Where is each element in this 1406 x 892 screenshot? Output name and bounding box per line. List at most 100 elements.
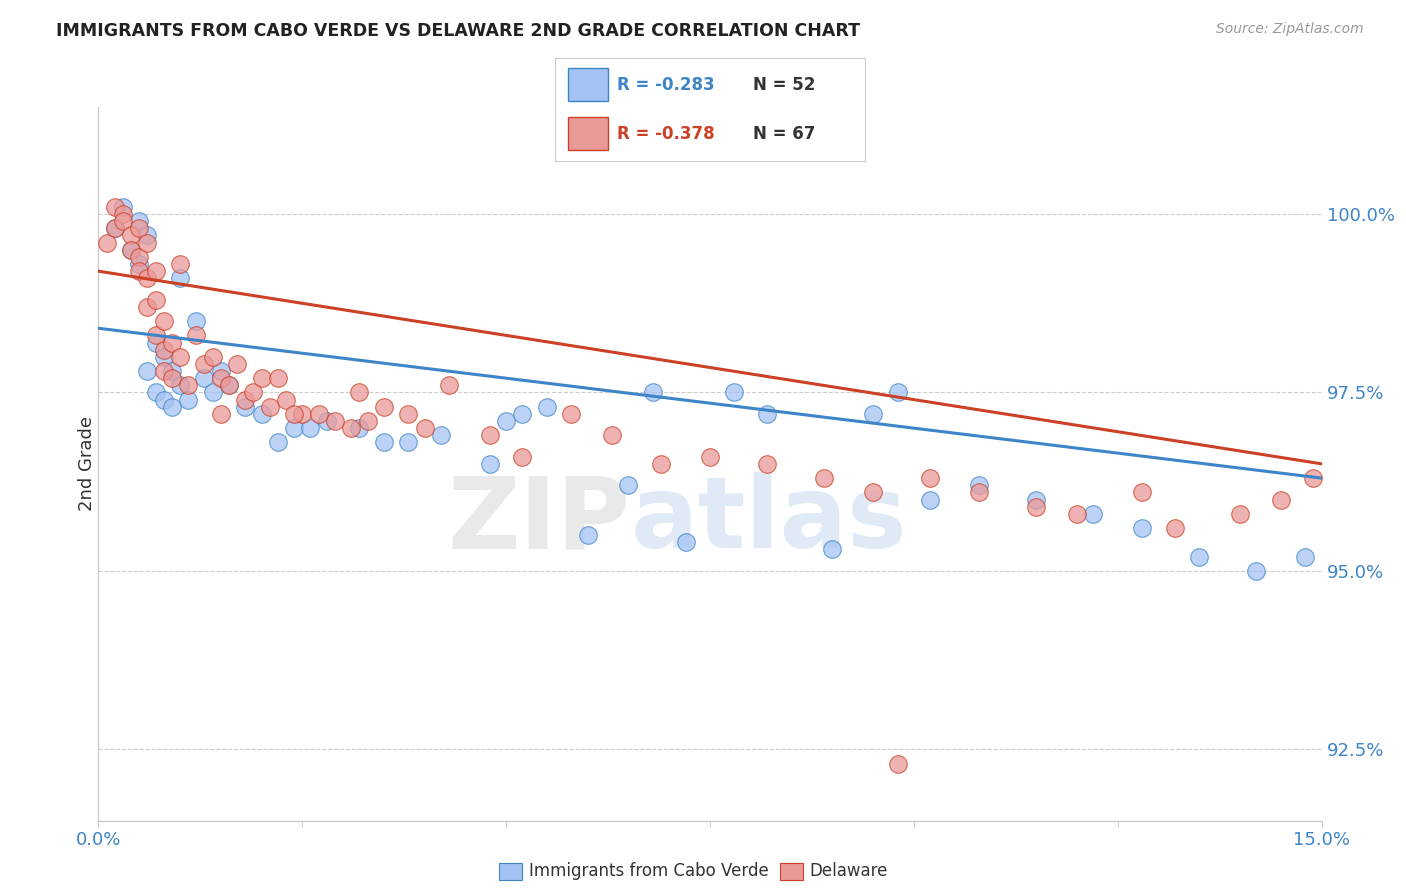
Y-axis label: 2nd Grade: 2nd Grade	[79, 417, 96, 511]
Point	[267, 435, 290, 450]
Point	[218, 378, 240, 392]
Point	[373, 435, 395, 450]
Point	[128, 221, 150, 235]
Point	[1246, 564, 1268, 578]
Point	[186, 314, 208, 328]
Point	[193, 357, 215, 371]
Point	[813, 471, 835, 485]
Point	[120, 243, 142, 257]
Point	[201, 350, 224, 364]
Point	[478, 428, 501, 442]
Point	[104, 221, 127, 235]
Point	[512, 407, 534, 421]
Point	[111, 207, 134, 221]
Point	[308, 407, 330, 421]
Point	[145, 335, 167, 350]
Point	[920, 471, 942, 485]
Point	[160, 364, 183, 378]
Point	[128, 250, 150, 264]
Point	[315, 414, 337, 428]
Point	[1130, 485, 1153, 500]
Text: atlas: atlas	[630, 473, 907, 569]
Point	[152, 343, 174, 357]
Point	[430, 428, 453, 442]
Text: Immigrants from Cabo Verde: Immigrants from Cabo Verde	[529, 863, 769, 880]
Point	[756, 407, 779, 421]
Point	[267, 371, 290, 385]
Point	[723, 385, 745, 400]
Point	[349, 421, 371, 435]
Point	[967, 485, 990, 500]
Point	[169, 378, 191, 392]
Text: N = 52: N = 52	[754, 76, 815, 94]
Point	[186, 328, 208, 343]
Point	[104, 221, 127, 235]
Text: R = -0.378: R = -0.378	[617, 125, 714, 143]
Point	[233, 392, 256, 407]
Point	[536, 400, 558, 414]
Point	[218, 378, 240, 392]
Point	[136, 364, 159, 378]
Point	[1130, 521, 1153, 535]
Point	[886, 756, 908, 771]
Point	[821, 542, 844, 557]
Point	[104, 200, 127, 214]
Point	[209, 364, 232, 378]
Text: N = 67: N = 67	[754, 125, 815, 143]
Point	[242, 385, 264, 400]
Point	[356, 414, 378, 428]
Point	[1302, 471, 1324, 485]
Point	[152, 350, 174, 364]
Point	[128, 257, 150, 271]
Point	[169, 350, 191, 364]
Point	[641, 385, 664, 400]
Point	[136, 271, 159, 285]
Point	[209, 371, 232, 385]
Point	[274, 392, 297, 407]
Point	[437, 378, 460, 392]
Point	[128, 264, 150, 278]
Point	[1066, 507, 1088, 521]
Point	[699, 450, 721, 464]
Point	[152, 392, 174, 407]
Point	[160, 371, 183, 385]
Point	[967, 478, 990, 492]
Point	[1025, 500, 1047, 514]
Point	[209, 407, 232, 421]
Point	[600, 428, 623, 442]
Point	[177, 378, 200, 392]
Point	[120, 228, 142, 243]
Point	[226, 357, 249, 371]
Text: Source: ZipAtlas.com: Source: ZipAtlas.com	[1216, 22, 1364, 37]
Point	[259, 400, 281, 414]
Point	[862, 485, 884, 500]
Point	[340, 421, 363, 435]
Point	[1294, 549, 1316, 564]
Point	[862, 407, 884, 421]
Point	[1229, 507, 1251, 521]
Point	[160, 400, 183, 414]
Point	[169, 271, 191, 285]
Point	[136, 300, 159, 314]
Text: IMMIGRANTS FROM CABO VERDE VS DELAWARE 2ND GRADE CORRELATION CHART: IMMIGRANTS FROM CABO VERDE VS DELAWARE 2…	[56, 22, 860, 40]
Point	[373, 400, 395, 414]
Point	[512, 450, 534, 464]
Point	[413, 421, 436, 435]
Point	[560, 407, 582, 421]
Point	[1083, 507, 1105, 521]
FancyBboxPatch shape	[568, 69, 607, 101]
Point	[283, 407, 305, 421]
Point	[250, 371, 273, 385]
Point	[145, 293, 167, 307]
Point	[152, 364, 174, 378]
Point	[169, 257, 191, 271]
Point	[120, 243, 142, 257]
Point	[233, 400, 256, 414]
Point	[128, 214, 150, 228]
Point	[349, 385, 371, 400]
Point	[283, 421, 305, 435]
Point	[675, 535, 697, 549]
Point	[886, 385, 908, 400]
Text: R = -0.283: R = -0.283	[617, 76, 714, 94]
Point	[145, 385, 167, 400]
